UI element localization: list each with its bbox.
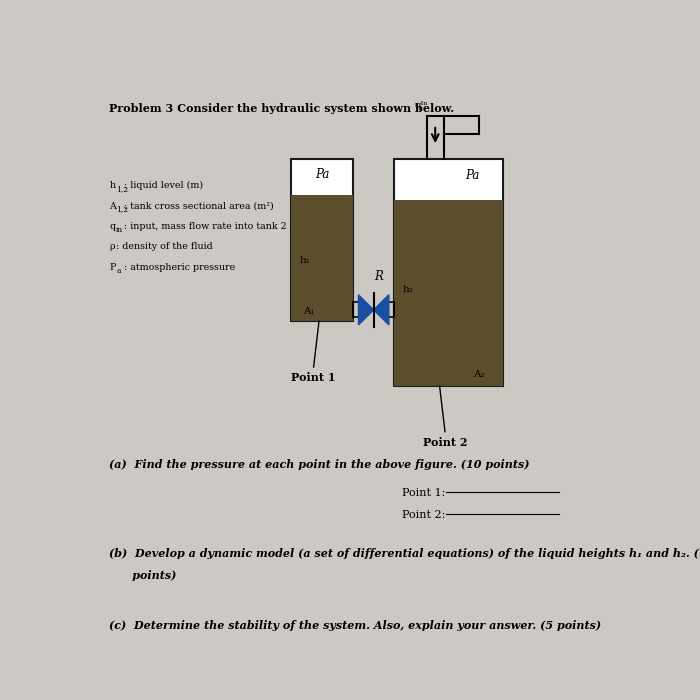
Bar bbox=[394, 160, 503, 386]
Text: Pa: Pa bbox=[315, 167, 329, 181]
Text: Point 1: Point 1 bbox=[291, 372, 336, 384]
Text: A₂: A₂ bbox=[473, 370, 484, 379]
Text: A₁: A₁ bbox=[302, 307, 314, 316]
Text: Point 1:: Point 1: bbox=[402, 489, 445, 498]
Text: qᴵⁿ: qᴵⁿ bbox=[415, 101, 428, 110]
Polygon shape bbox=[374, 295, 389, 325]
Text: 1,2: 1,2 bbox=[116, 205, 128, 214]
Text: : liquid level (m): : liquid level (m) bbox=[125, 181, 204, 190]
Bar bbox=[291, 195, 354, 321]
Text: 1,2: 1,2 bbox=[116, 185, 128, 193]
Bar bbox=[291, 160, 354, 321]
Polygon shape bbox=[358, 295, 374, 325]
Text: Point 2: Point 2 bbox=[423, 437, 468, 448]
Bar bbox=[394, 200, 503, 386]
Text: : input, mass flow rate into tank 2 (kg/s): : input, mass flow rate into tank 2 (kg/… bbox=[125, 222, 318, 231]
Text: (b)  Develop a dynamic model (a set of differential equations) of the liquid hei: (b) Develop a dynamic model (a set of di… bbox=[109, 547, 700, 559]
Text: ρ: ρ bbox=[109, 242, 115, 251]
Text: Pa: Pa bbox=[465, 169, 480, 182]
Text: Point 2:: Point 2: bbox=[402, 510, 445, 520]
Text: P: P bbox=[109, 263, 116, 272]
Text: Problem 3 Consider the hydraulic system shown below.: Problem 3 Consider the hydraulic system … bbox=[109, 103, 454, 114]
Text: A: A bbox=[109, 202, 116, 211]
Text: : density of the fluid: : density of the fluid bbox=[116, 242, 213, 251]
Text: : atmospheric pressure: : atmospheric pressure bbox=[125, 263, 236, 272]
Text: a: a bbox=[116, 267, 121, 274]
Text: (a)  Find the pressure at each point in the above figure. (10 points): (a) Find the pressure at each point in t… bbox=[109, 458, 530, 470]
Text: q: q bbox=[109, 222, 116, 231]
Text: (c)  Determine the stability of the system. Also, explain your answer. (5 points: (c) Determine the stability of the syste… bbox=[109, 620, 601, 631]
Text: h₂: h₂ bbox=[402, 285, 414, 294]
Text: in: in bbox=[116, 226, 123, 234]
Text: points): points) bbox=[109, 570, 176, 581]
Text: h₁: h₁ bbox=[299, 256, 310, 265]
Text: : tank cross sectional area (m²): : tank cross sectional area (m²) bbox=[125, 202, 274, 211]
Text: R: R bbox=[374, 270, 384, 283]
Text: h: h bbox=[109, 181, 116, 190]
